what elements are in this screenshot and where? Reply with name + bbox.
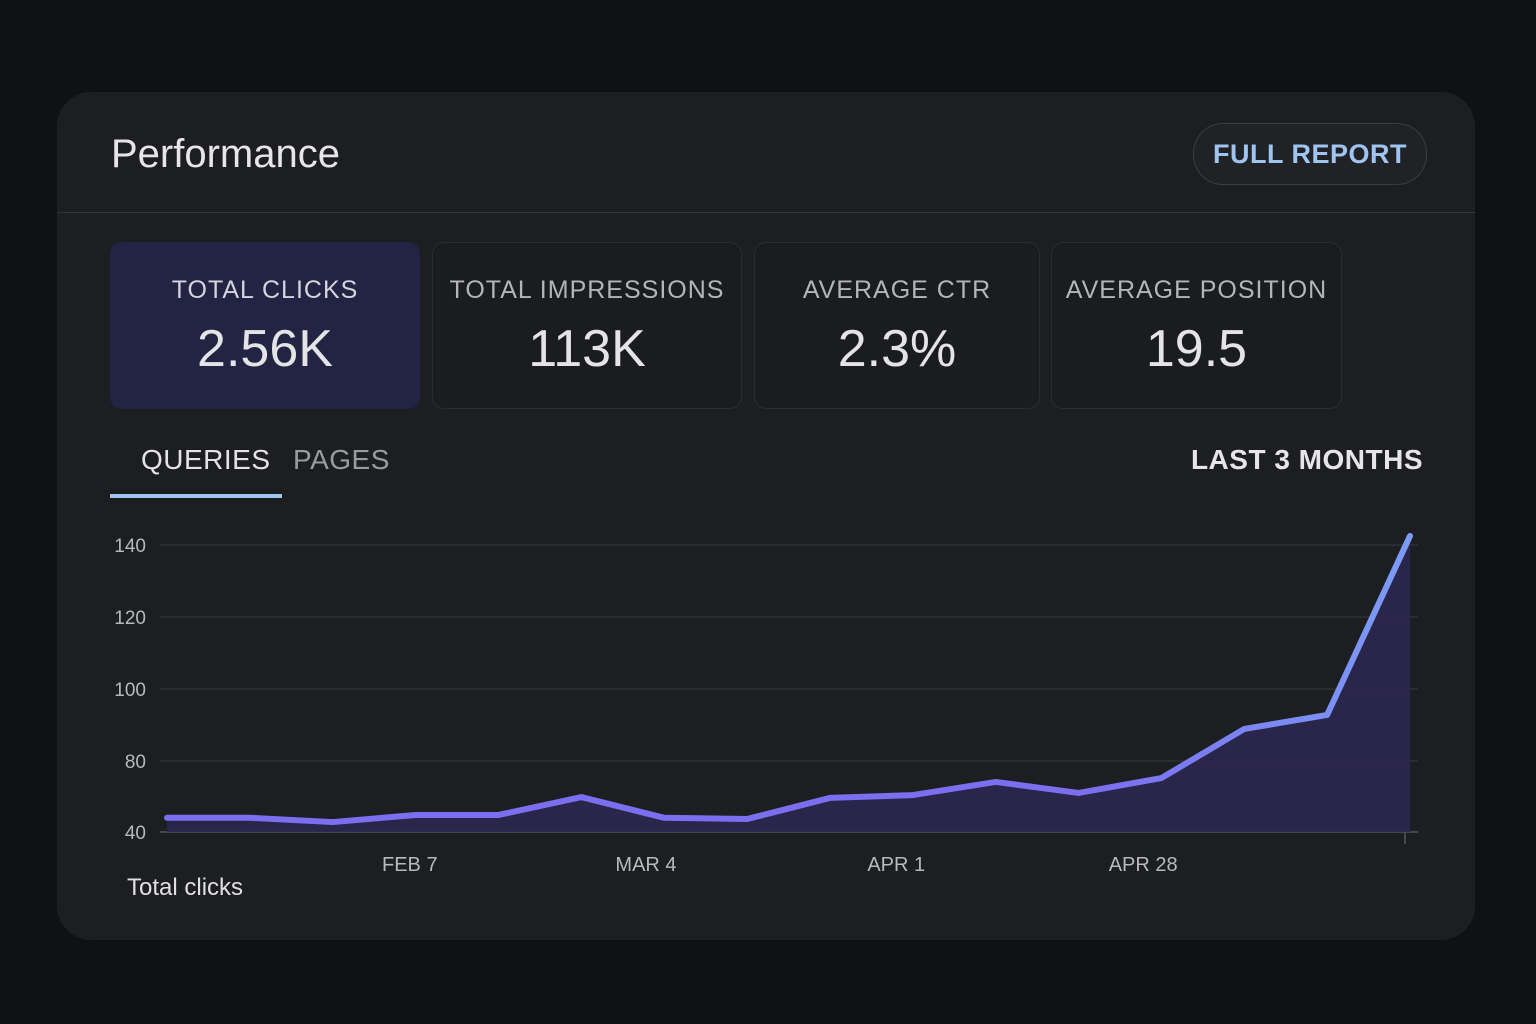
metric-card-total-clicks[interactable]: TOTAL CLICKS 2.56K bbox=[110, 242, 420, 409]
metric-label: TOTAL IMPRESSIONS bbox=[449, 276, 725, 304]
metric-value: 19.5 bbox=[1145, 320, 1248, 378]
x-tick-label: APR 1 bbox=[867, 854, 925, 876]
x-tick-label: APR 28 bbox=[1109, 854, 1178, 876]
performance-card: Performance FULL REPORT TOTAL CLICKS 2.5… bbox=[57, 92, 1475, 940]
y-tick-label: 140 bbox=[114, 536, 146, 557]
header-divider bbox=[57, 212, 1475, 213]
metric-value: 2.56K bbox=[197, 320, 333, 378]
metric-label: AVERAGE POSITION bbox=[1065, 276, 1328, 304]
page-title: Performance bbox=[111, 132, 340, 176]
metric-value: 2.3% bbox=[837, 320, 957, 378]
y-tick-label: 80 bbox=[125, 752, 146, 773]
metric-label: TOTAL CLICKS bbox=[171, 276, 359, 304]
clicks-chart: 40 80 100 120 140 FEB 7 MAR 4 APR 1 APR 28 bbox=[114, 533, 1418, 876]
metric-label: AVERAGE CTR bbox=[802, 276, 992, 304]
tab-queries[interactable]: QUERIES bbox=[141, 444, 271, 475]
series-line-total-clicks bbox=[164, 533, 1413, 826]
x-tick-label: FEB 7 bbox=[382, 854, 438, 876]
chart-legend: Total clicks bbox=[127, 874, 244, 901]
metric-value: 113K bbox=[528, 320, 646, 378]
active-tab-indicator bbox=[110, 494, 282, 498]
date-range-selector[interactable]: LAST 3 MONTHS bbox=[1190, 444, 1423, 475]
metric-card-total-impressions[interactable]: TOTAL IMPRESSIONS 113K bbox=[432, 242, 742, 409]
y-tick-label: 100 bbox=[114, 680, 146, 701]
x-tick-label: MAR 4 bbox=[615, 854, 676, 876]
metric-card-average-position[interactable]: AVERAGE POSITION 19.5 bbox=[1051, 242, 1342, 409]
metric-card-average-ctr[interactable]: AVERAGE CTR 2.3% bbox=[754, 242, 1040, 409]
y-tick-label: 120 bbox=[114, 608, 146, 629]
full-report-button[interactable]: FULL REPORT bbox=[1193, 123, 1427, 185]
tab-pages[interactable]: PAGES bbox=[293, 444, 390, 475]
y-tick-label: 40 bbox=[125, 823, 146, 844]
area-fill bbox=[167, 536, 1410, 832]
